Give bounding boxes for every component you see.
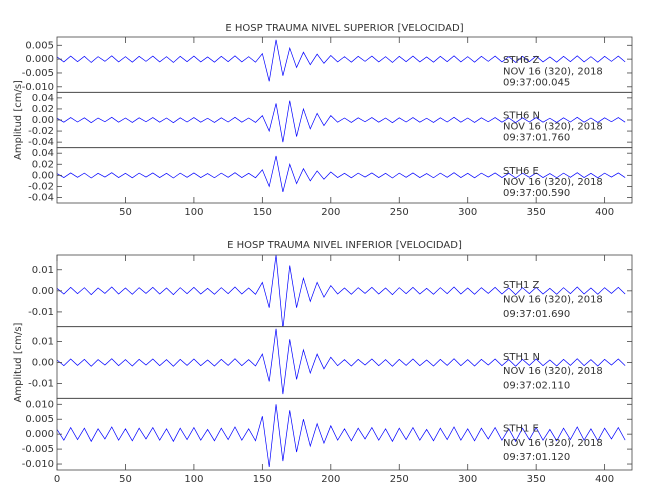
x-tick-label: 300 (458, 207, 477, 218)
trace-annotation: 09:37:01.120 (503, 452, 570, 463)
x-tick-label: 150 (253, 207, 272, 218)
waveform (57, 404, 626, 468)
x-tick-label: 250 (390, 474, 409, 485)
waveform (57, 328, 626, 395)
y-tick-label: 0.04 (32, 148, 54, 159)
trace-annotation: NOV 16 (320), 2018 (503, 438, 603, 449)
y-tick-label: 0.005 (25, 414, 54, 425)
x-tick-label: 350 (527, 474, 546, 485)
chart-title: E HOSP TRAUMA NIVEL INFERIOR [VELOCIDAD] (227, 240, 462, 251)
x-tick-label: 350 (527, 207, 546, 218)
x-tick-label: 200 (321, 474, 340, 485)
trace-annotation: STH6 Z (503, 55, 540, 66)
y-tick-label: -0.02 (28, 126, 54, 137)
waveform (57, 155, 626, 193)
x-tick-label: 300 (458, 474, 477, 485)
trace-annotation: STH1 E (503, 423, 539, 434)
y-tick-label: 0.02 (32, 104, 54, 115)
x-tick-label: 0 (54, 474, 60, 485)
y-tick-label: 0.00 (32, 115, 54, 126)
y-tick-label: -0.01 (28, 307, 54, 318)
x-tick-label: 50 (119, 207, 132, 218)
waveform (57, 100, 626, 143)
y-axis-label: Amplitud [cm/s] (13, 80, 24, 160)
trace-annotation: STH6 E (503, 166, 539, 177)
y-axis-label: Amplitud [cm/s] (13, 322, 24, 402)
y-tick-label: 0.01 (32, 265, 54, 276)
y-tick-label: 0.04 (32, 93, 54, 104)
trace-annotation: NOV 16 (320), 2018 (503, 294, 603, 305)
x-tick-label: 250 (390, 207, 409, 218)
trace-annotation: NOV 16 (320), 2018 (503, 177, 603, 188)
y-tick-label: -0.01 (28, 379, 54, 390)
trace-annotation: 09:37:02.110 (503, 380, 570, 391)
trace-annotation: NOV 16 (320), 2018 (503, 66, 603, 77)
trace-annotation: STH6 N (503, 111, 540, 122)
x-tick-label: 150 (253, 474, 272, 485)
y-tick-label: 0.000 (25, 54, 54, 65)
y-tick-label: -0.005 (22, 68, 54, 79)
trace-annotation: 09:37:01.690 (503, 309, 570, 320)
chart-title: E HOSP TRAUMA NIVEL SUPERIOR [VELOCIDAD] (225, 23, 463, 34)
x-tick-label: 50 (119, 474, 132, 485)
x-tick-label: 400 (595, 474, 614, 485)
trace-annotation: 09:37:00.590 (503, 188, 570, 199)
trace-annotation: STH1 N (503, 352, 540, 363)
y-tick-label: 0.00 (32, 358, 54, 369)
y-tick-label: -0.04 (28, 192, 54, 203)
y-tick-label: 0.02 (32, 159, 54, 170)
x-tick-label: 200 (321, 207, 340, 218)
y-tick-label: 0.00 (32, 170, 54, 181)
y-tick-label: -0.04 (28, 137, 54, 148)
x-tick-label: 400 (595, 207, 614, 218)
waveform (57, 255, 626, 327)
trace-annotation: NOV 16 (320), 2018 (503, 122, 603, 133)
y-tick-label: 0.005 (25, 40, 54, 51)
waveform (57, 39, 626, 82)
y-tick-label: 0.010 (25, 399, 54, 410)
trace-annotation: NOV 16 (320), 2018 (503, 366, 603, 377)
y-tick-label: -0.02 (28, 181, 54, 192)
x-tick-label: 100 (184, 474, 203, 485)
trace-annotation: STH1 Z (503, 280, 540, 291)
x-tick-label: 100 (184, 207, 203, 218)
trace-annotation: 09:37:01.760 (503, 133, 570, 144)
y-tick-label: -0.005 (22, 444, 54, 455)
y-tick-label: -0.010 (22, 82, 54, 93)
y-tick-label: 0.00 (32, 286, 54, 297)
y-tick-label: -0.010 (22, 459, 54, 470)
trace-annotation: 09:37:00.045 (503, 77, 570, 88)
y-tick-label: 0.01 (32, 336, 54, 347)
y-tick-label: 0.000 (25, 429, 54, 440)
